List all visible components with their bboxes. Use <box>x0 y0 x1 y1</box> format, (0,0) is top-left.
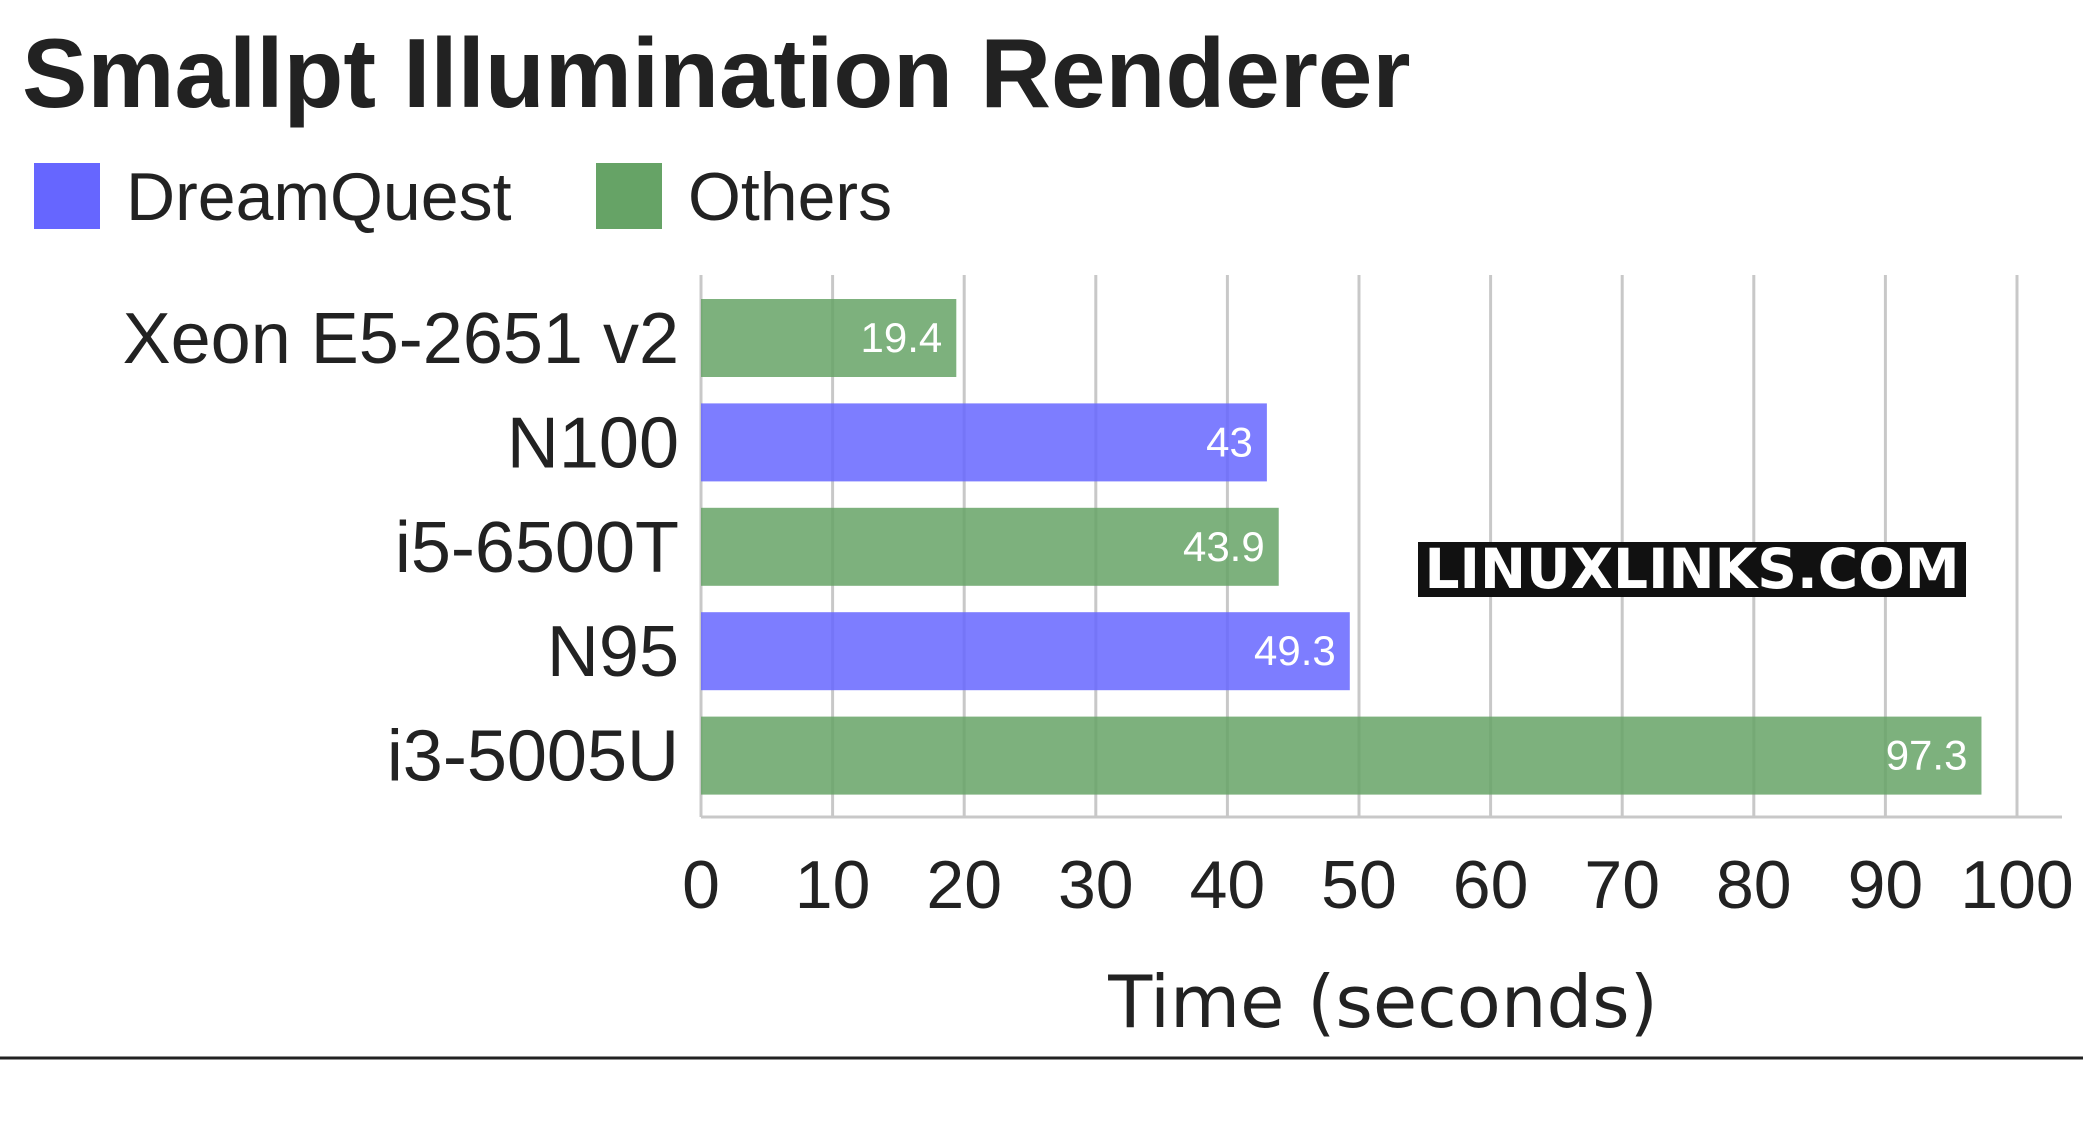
legend-label-others: Others <box>688 159 892 235</box>
category-label: N95 <box>547 612 679 692</box>
legend: DreamQuest Others <box>34 159 892 235</box>
category-labels: Xeon E5-2651 v2 N100 i5-6500T N95 i3-5005U <box>123 299 679 797</box>
legend-label-dreamquest: DreamQuest <box>126 159 512 235</box>
x-tick-label: 70 <box>1584 847 1660 923</box>
watermark: LINUXLINKS.COM <box>1418 537 1966 601</box>
bar-value-label: 19.4 <box>861 314 943 361</box>
bar <box>701 612 1350 691</box>
chart-title: Smallpt Illumination Renderer <box>22 18 1411 128</box>
category-label: N100 <box>507 403 679 483</box>
x-tick-label: 90 <box>1848 847 1924 923</box>
x-tick-label: 20 <box>926 847 1002 923</box>
x-tick-labels: 0 10 20 30 40 50 60 70 80 90 100 <box>682 847 2074 923</box>
watermark-text: LINUXLINKS.COM <box>1424 537 1959 601</box>
category-label: Xeon E5-2651 v2 <box>123 299 679 379</box>
legend-swatch-others <box>596 163 662 229</box>
x-tick-label: 0 <box>682 847 720 923</box>
bar <box>701 716 1982 795</box>
x-tick-label: 50 <box>1321 847 1397 923</box>
bar-value-label: 49.3 <box>1254 627 1336 674</box>
category-label: i3-5005U <box>387 717 679 797</box>
bar-value-label: 97.3 <box>1886 732 1968 779</box>
x-tick-label: 10 <box>795 847 871 923</box>
bar <box>701 507 1279 586</box>
x-axis-label: Time (seconds) <box>1107 960 1658 1044</box>
value-labels: 19.4 43 43.9 49.3 97.3 <box>861 314 1968 779</box>
bar-value-label: 43 <box>1206 418 1253 465</box>
legend-swatch-dreamquest <box>34 163 100 229</box>
category-label: i5-6500T <box>395 508 679 588</box>
x-tick-label: 30 <box>1058 847 1134 923</box>
bar <box>701 403 1267 482</box>
bars <box>701 299 1982 795</box>
x-tick-label: 80 <box>1716 847 1792 923</box>
x-tick-label: 40 <box>1190 847 1266 923</box>
bar <box>701 299 957 377</box>
x-tick-label: 60 <box>1453 847 1529 923</box>
x-tick-label: 100 <box>1960 847 2073 923</box>
bar-value-label: 43.9 <box>1183 523 1265 570</box>
